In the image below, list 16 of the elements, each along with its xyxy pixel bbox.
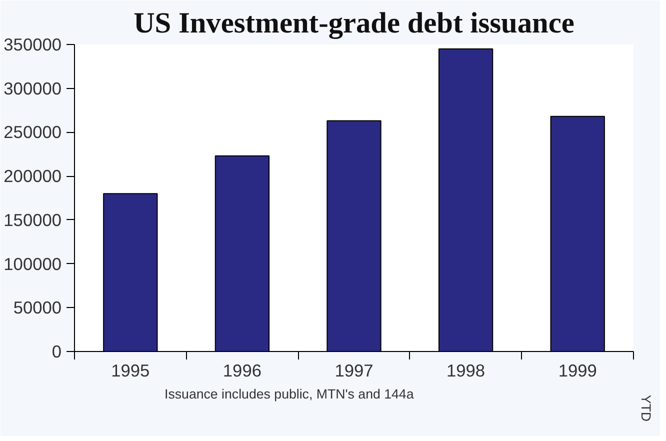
- x-tick-label: 1998: [446, 360, 486, 380]
- y-tick-label: 50000: [13, 298, 62, 318]
- chart-title: US Investment-grade debt issuance: [134, 8, 574, 40]
- x-tick-label: 1996: [222, 360, 262, 380]
- y-tick-label: 300000: [4, 78, 62, 98]
- text: YTD: [638, 394, 654, 422]
- y-tick-label: 0: [52, 342, 62, 362]
- x-tick-label: 1999: [558, 360, 597, 380]
- text: Issuance includes public, MTN's and 144a: [164, 386, 414, 402]
- y-tick-label: 100000: [4, 254, 62, 274]
- x-tick-label: 1997: [334, 360, 374, 380]
- y-tick-label: 200000: [4, 166, 62, 186]
- y-tick-label: 150000: [4, 210, 62, 230]
- y-tick-label: 250000: [4, 122, 62, 142]
- x-tick-label: 1995: [111, 360, 150, 380]
- y-tick-label: 350000: [4, 34, 62, 54]
